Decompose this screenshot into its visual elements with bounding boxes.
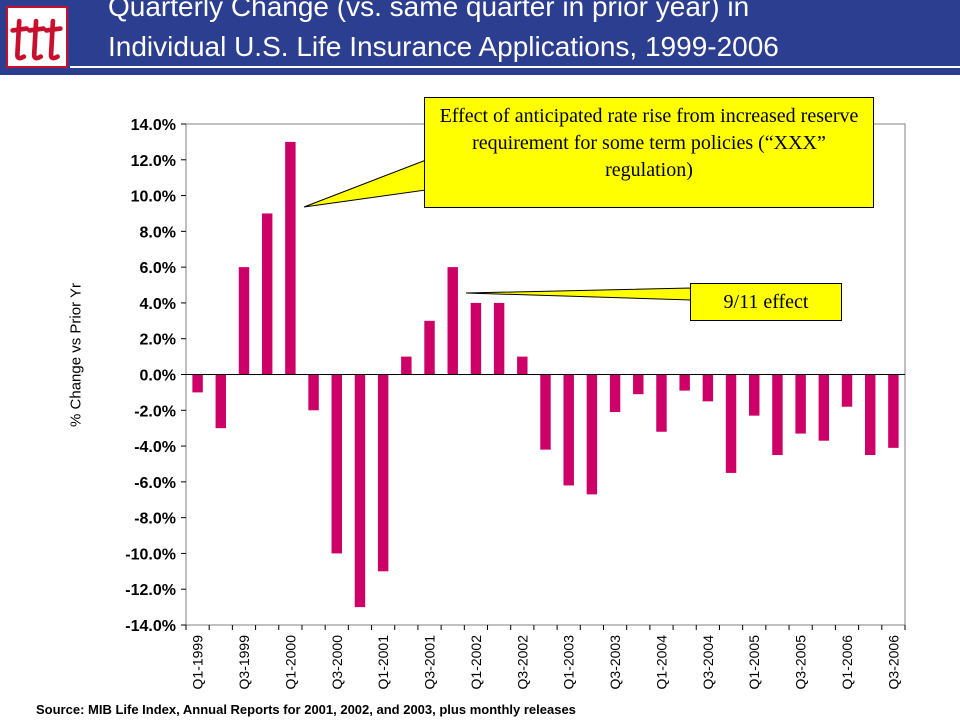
bar-Q1-2001 [377, 374, 389, 572]
y-axis-label: % Change vs Prior Yr [67, 283, 85, 427]
x-tick-label-Q1-2003: Q1-2003 [561, 635, 577, 690]
x-tick-label-Q3-1999: Q3-1999 [236, 635, 252, 690]
y-tick-label: -4.0% [134, 439, 176, 456]
x-tick-label-Q3-2000: Q3-2000 [329, 635, 345, 690]
y-tick-label: 6.0% [140, 260, 176, 277]
bar-Q4-2003 [633, 374, 644, 395]
bar-Q3-2000 [331, 374, 342, 554]
bar-Q3-2001 [424, 320, 435, 375]
bar-Q2-2000 [308, 374, 319, 411]
bar-Q4-2004 [725, 374, 737, 473]
bar-Q4-2000 [354, 374, 366, 608]
page-title-line-1: Quarterly Change (vs. same quarter in pr… [108, 0, 750, 22]
nine-eleven-callout: 9/11 effect [690, 283, 842, 321]
bar-Q1-2005 [749, 374, 760, 416]
x-tick-label-Q1-2001: Q1-2001 [375, 635, 391, 690]
bar-Q2-1999 [215, 374, 227, 429]
y-tick-label: 8.0% [140, 224, 176, 241]
y-tick-label: 2.0% [140, 332, 176, 349]
y-tick-label: -12.0% [125, 582, 176, 599]
x-tick-label-Q3-2005: Q3-2005 [793, 635, 809, 690]
x-tick-label-Q3-2004: Q3-2004 [700, 635, 716, 690]
y-tick-label: 12.0% [131, 153, 176, 170]
y-tick-label: 14.0% [131, 117, 176, 134]
bar-Q1-2006 [841, 374, 853, 407]
y-tick-label: 10.0% [131, 189, 176, 206]
bar-Q4-1999 [261, 213, 273, 375]
page-title-line-2: Individual U.S. Life Insurance Applicati… [108, 31, 779, 62]
xxx-callout-pointer [303, 159, 427, 208]
ttt-logo-icon [6, 6, 68, 68]
y-tick-label: -8.0% [134, 511, 176, 528]
bar-Q4-2001 [447, 267, 458, 375]
source-note: Source: MIB Life Index, Annual Reports f… [36, 702, 576, 717]
x-tick-label-Q1-2005: Q1-2005 [746, 635, 762, 690]
bar-Q3-2006 [888, 374, 899, 448]
x-tick-label-Q1-1999: Q1-1999 [190, 635, 206, 690]
bar-Q3-2002 [517, 356, 528, 375]
bar-Q1-2000 [285, 141, 296, 375]
header-divider [70, 66, 960, 68]
x-tick-label-Q3-2003: Q3-2003 [607, 635, 623, 690]
y-tick-label: -2.0% [134, 403, 176, 420]
x-tick-label-Q3-2006: Q3-2006 [885, 635, 901, 690]
bar-Q4-2002 [540, 374, 551, 450]
bar-Q4-2005 [818, 374, 830, 441]
x-tick-label-Q3-2001: Q3-2001 [422, 635, 438, 690]
y-tick-label: 4.0% [140, 296, 176, 313]
x-tick-label-Q1-2006: Q1-2006 [839, 635, 855, 690]
xxx-regulation-callout: Effect of anticipated rate rise from inc… [424, 97, 874, 208]
y-tick-label: 0.0% [140, 368, 176, 385]
bar-Q1-2002 [470, 302, 482, 375]
bar-Q3-1999 [238, 267, 250, 375]
nine-eleven-callout-pointer [465, 287, 692, 301]
header-bar: Quarterly Change (vs. same quarter in pr… [0, 0, 960, 75]
x-tick-label-Q1-2002: Q1-2002 [468, 635, 484, 690]
y-tick-label: -10.0% [125, 546, 176, 563]
bar-Q2-2001 [401, 356, 412, 375]
bar-Q1-2003 [563, 374, 574, 486]
bar-Q2-2003 [586, 374, 598, 495]
bar-Q3-2003 [609, 374, 621, 413]
bar-Q1-1999 [192, 374, 203, 393]
y-tick-label: -14.0% [125, 618, 176, 635]
y-tick-label: -6.0% [134, 475, 176, 492]
bar-Q2-2006 [864, 374, 876, 456]
x-tick-label-Q1-2004: Q1-2004 [653, 635, 669, 690]
bar-Q3-2004 [702, 374, 714, 402]
bar-Q3-2005 [795, 374, 806, 434]
x-tick-label-Q3-2002: Q3-2002 [514, 635, 530, 690]
bar-Q2-2002 [493, 302, 505, 375]
bar-Q2-2005 [772, 374, 783, 456]
bar-Q1-2004 [656, 374, 667, 432]
x-tick-label-Q1-2000: Q1-2000 [282, 635, 298, 690]
bar-Q2-2004 [679, 374, 690, 391]
